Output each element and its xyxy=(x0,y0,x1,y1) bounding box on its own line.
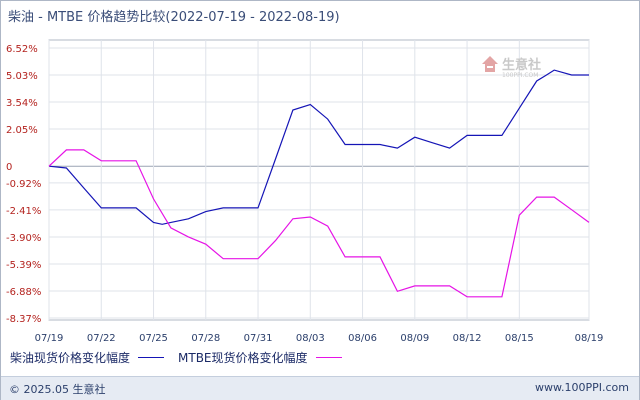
y-tick-label: -2.41% xyxy=(6,206,41,217)
series-line-diesel xyxy=(48,69,589,225)
footer-site-link[interactable]: www.100PPI.com xyxy=(535,381,629,394)
y-tick-label: 6.52% xyxy=(6,44,38,55)
watermark-name: 生意社 xyxy=(502,57,541,73)
x-tick-label: 07/25 xyxy=(139,333,168,344)
x-tick-label: 08/15 xyxy=(505,333,534,344)
footer-copyright: © 2025.05 生意社 xyxy=(9,383,106,396)
x-tick-label: 07/19 xyxy=(35,333,64,344)
series-line-mtbe xyxy=(48,149,590,298)
y-tick-label: 5.03% xyxy=(6,71,38,82)
x-tick-label: 07/28 xyxy=(191,333,220,344)
y-axis: 6.52% 5.03% 3.54% 2.05% 0 -0.92% -2.41% -3.90% -… xyxy=(6,44,41,325)
legend-label-mtbe: MTBE现货价格变化幅度 xyxy=(178,351,308,365)
legend-label-diesel: 柴油现货价格变化幅度 xyxy=(10,351,131,365)
watermark-logo: 生意社 100PPI.COM xyxy=(482,56,541,79)
watermark-sub: 100PPI.COM xyxy=(502,72,538,79)
grid xyxy=(48,40,590,320)
x-tick-label: 08/12 xyxy=(453,333,482,344)
x-tick-label: 08/09 xyxy=(400,333,429,344)
legend-item-diesel: 柴油现货价格变化幅度 xyxy=(10,349,165,366)
y-tick-label: -0.92% xyxy=(6,179,41,190)
y-tick-label: 0 xyxy=(6,162,12,173)
legend-item-mtbe: MTBE现货价格变化幅度 xyxy=(178,349,342,366)
y-tick-label: 3.54% xyxy=(6,98,38,109)
house-icon xyxy=(482,56,498,72)
y-tick-label: 2.05% xyxy=(6,125,38,136)
chart-title: 柴油 - MTBE 价格趋势比较(2022-07-19 - 2022-08-19… xyxy=(8,10,340,25)
series-group xyxy=(48,69,590,298)
y-tick-label: -8.37% xyxy=(6,314,41,325)
x-tick-label: 08/19 xyxy=(575,333,604,344)
y-tick-label: -5.39% xyxy=(6,260,41,271)
footer-bar: © 2025.05 生意社 www.100PPI.com xyxy=(1,376,639,400)
y-tick-label: -3.90% xyxy=(6,233,41,244)
y-tick-label: -6.88% xyxy=(6,287,41,298)
x-tick-label: 07/22 xyxy=(87,333,116,344)
legend: 柴油现货价格变化幅度 MTBE现货价格变化幅度 xyxy=(10,349,356,366)
x-axis: 07/19 07/22 07/25 07/28 07/31 08/03 08/06 08/09… xyxy=(35,333,604,344)
legend-swatch-diesel xyxy=(138,357,165,358)
legend-swatch-mtbe xyxy=(315,357,342,358)
x-tick-label: 08/06 xyxy=(348,333,377,344)
x-tick-label: 08/03 xyxy=(296,333,325,344)
x-tick-label: 07/31 xyxy=(244,333,273,344)
